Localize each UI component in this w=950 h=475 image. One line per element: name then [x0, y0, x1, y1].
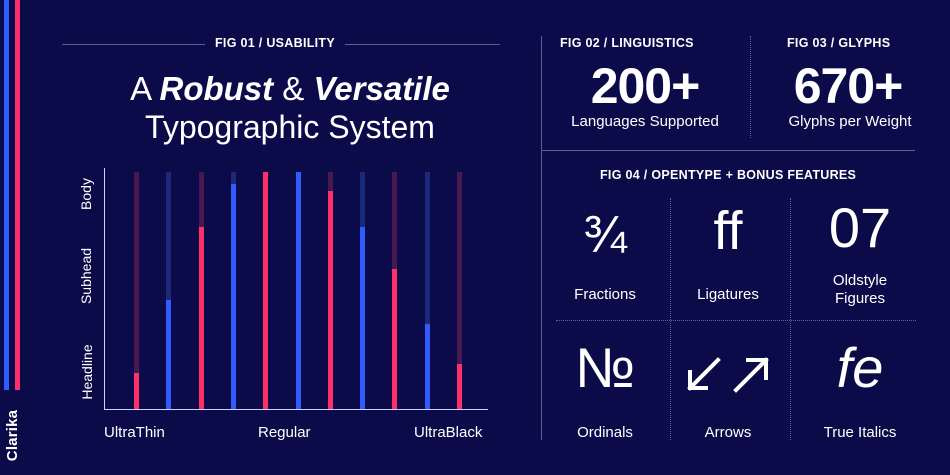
headline-line2: Typographic System [145, 109, 435, 145]
feature-label-ordinals: Ordinals [577, 424, 633, 441]
brand-stripe-blue [4, 0, 9, 390]
fig03-label: FIG 03 / GLYPHS [787, 36, 891, 50]
bar [425, 324, 430, 409]
bar [457, 364, 462, 409]
chart-y-axis [104, 168, 105, 409]
bar [231, 184, 236, 409]
panel-divider [541, 36, 542, 440]
brand-name: Clarika [2, 405, 24, 465]
bar [166, 300, 171, 409]
bar-track [457, 172, 462, 409]
headline-line1: A Robust & Versatile [60, 70, 520, 108]
brand-text: Clarika [4, 409, 22, 461]
y-label-body: Body [78, 178, 94, 210]
headline-robust: Robust [159, 70, 274, 107]
bar [328, 191, 333, 409]
bar-track [425, 172, 430, 409]
fig04-label: FIG 04 / OPENTYPE + BONUS FEATURES [600, 168, 857, 182]
fig04-col-divider-2 [790, 198, 791, 440]
x-label-regular: Regular [258, 424, 311, 441]
bar [392, 269, 397, 409]
chart-x-axis [104, 409, 488, 410]
bar [296, 172, 301, 409]
bar [360, 227, 365, 409]
y-label-headline: Headline [79, 344, 95, 400]
bar-track [134, 172, 139, 409]
fig04-row-divider [556, 320, 916, 321]
x-label-ultrathin: UltraThin [104, 424, 165, 441]
feature-label-arrows: Arrows [704, 424, 752, 441]
fig04-top-rule [541, 150, 915, 151]
headline-amp: & [273, 70, 314, 107]
fig03-caption: Glyphs per Weight [788, 113, 912, 130]
italic-glyph: fe [836, 336, 884, 399]
arrows-glyph [682, 352, 774, 398]
x-label-ultrablack: UltraBlack [414, 424, 483, 441]
fig03-value: 670+ [793, 58, 904, 114]
ordinal-glyph: № [574, 336, 636, 399]
fig01-label: FIG 01 / USABILITY [205, 36, 345, 50]
bar-track [166, 172, 171, 409]
fig04-col-divider-1 [670, 198, 671, 440]
fraction-glyph: ¾ [583, 206, 627, 264]
y-label-subhead: Subhead [78, 247, 94, 305]
fig02-value: 200+ [590, 58, 701, 114]
headline-a: A [130, 70, 160, 107]
oldstyle-glyph: 07 [828, 196, 892, 259]
fig02-label: FIG 02 / LINGUISTICS [560, 36, 694, 50]
brand-stripe-pink [15, 0, 20, 390]
bar [134, 373, 139, 409]
feature-label-oldstyle: Oldstyle Figures [832, 272, 888, 307]
feature-label-italics: True Italics [823, 424, 897, 441]
bar [199, 227, 204, 409]
feature-label-fractions: Fractions [574, 286, 636, 303]
feature-label-ligatures: Ligatures [697, 286, 759, 303]
headline-versatile: Versatile [313, 70, 450, 107]
ligature-glyph: ff [713, 201, 743, 261]
fig02-caption: Languages Supported [571, 113, 719, 130]
bar [263, 172, 268, 409]
fig02-03-divider [750, 36, 751, 138]
